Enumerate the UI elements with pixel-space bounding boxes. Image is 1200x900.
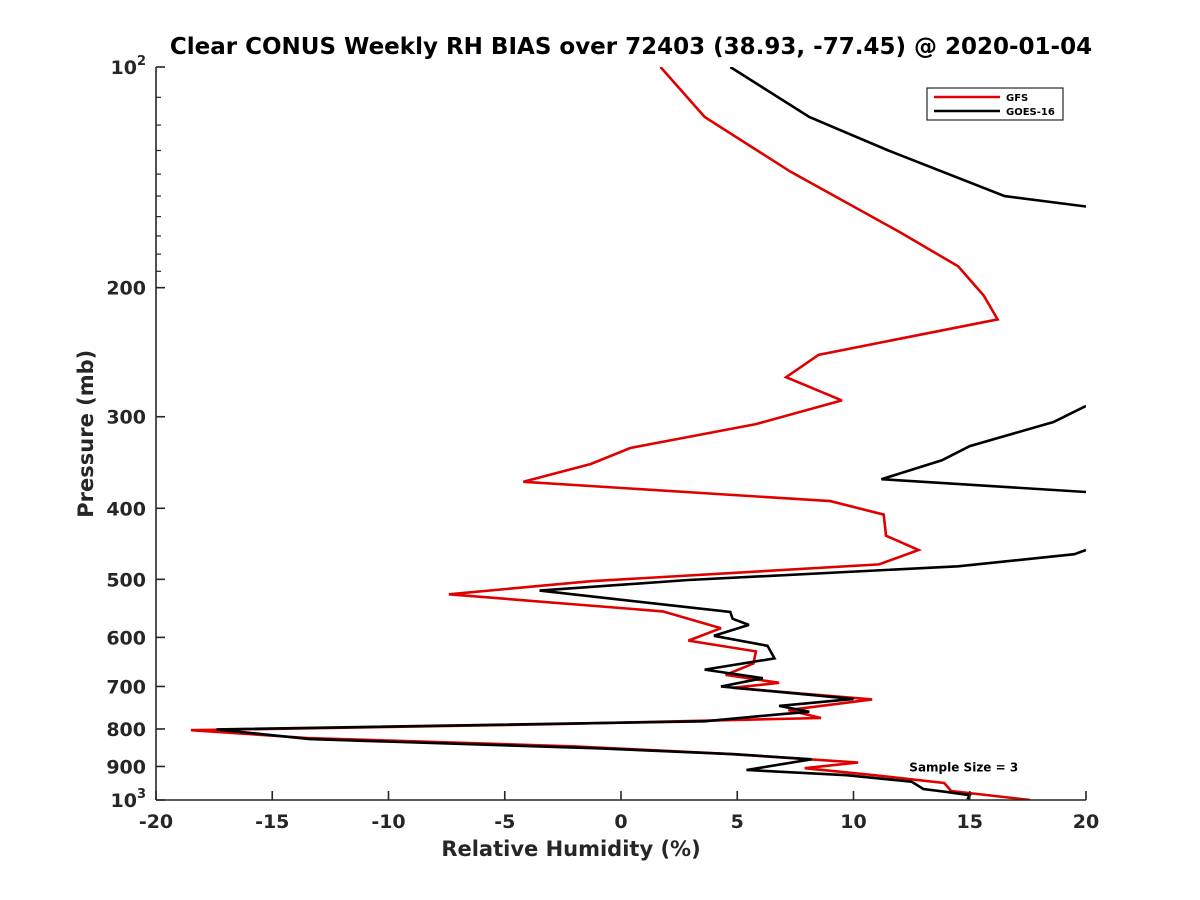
y-tick-label: 102	[111, 54, 147, 79]
sample-size-annotation: Sample Size = 3	[909, 760, 1018, 774]
chart-title: Clear CONUS Weekly RH BIAS over 72403 (3…	[170, 34, 1092, 60]
y-axis-label: Pressure (mb)	[74, 350, 98, 518]
x-tick-label: -5	[494, 811, 515, 833]
x-tick-label: -15	[255, 811, 289, 833]
y-tick-label: 103	[111, 787, 147, 812]
y-tick-label: 400	[106, 498, 146, 520]
x-tick-label: 5	[731, 811, 744, 833]
legend-box	[926, 87, 1064, 121]
x-tick-label: 10	[840, 811, 866, 833]
x-tick-label: 0	[614, 811, 627, 833]
legend-label-goes-16: GOES-16	[1006, 107, 1055, 118]
y-tick-label: 700	[106, 676, 146, 698]
y-tick-label: 800	[106, 719, 146, 741]
legend-label-gfs: GFS	[1006, 93, 1028, 104]
y-tick-label: 600	[106, 627, 146, 649]
y-tick-label: 900	[106, 756, 146, 778]
series-line-goes-16-3	[216, 548, 1086, 800]
legend: GFS GOES-16	[926, 87, 1064, 121]
series-line-goes-16-2	[881, 404, 1086, 494]
x-tick-label: -20	[139, 811, 173, 833]
y-tick-label: 500	[106, 569, 146, 591]
series-lines	[190, 67, 1086, 800]
plot-area: -20 -15 -10 -5 0 5 10 15 20 102 200 300 400 500 600 700…	[106, 54, 1099, 833]
x-tick-label: 20	[1073, 811, 1099, 833]
x-axis-label: Relative Humidity (%)	[441, 837, 700, 861]
y-tick-label: 300	[106, 407, 146, 429]
series-line-goes-16-1	[729, 67, 1086, 208]
y-tick-label: 200	[106, 278, 146, 300]
x-tick-label: 15	[957, 811, 983, 833]
x-tick-label: -10	[371, 811, 405, 833]
